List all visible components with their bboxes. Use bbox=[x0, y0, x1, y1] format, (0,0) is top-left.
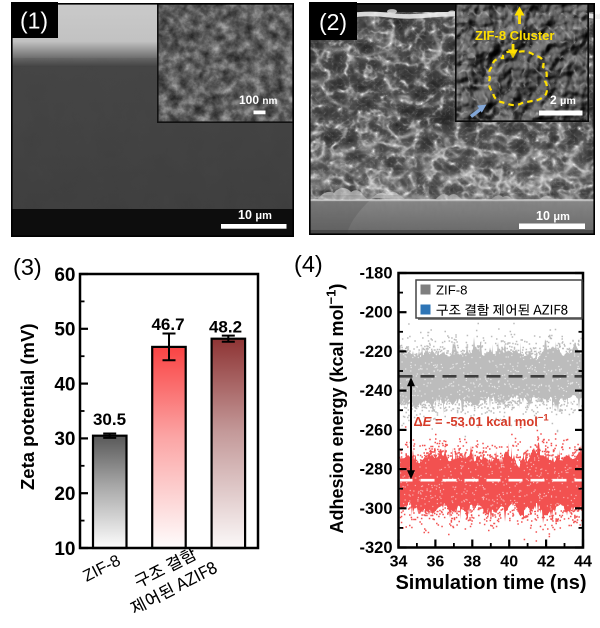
svg-text:(1): (1) bbox=[20, 8, 48, 34]
svg-text:-260: -260 bbox=[359, 421, 392, 439]
svg-text:Zeta potential (mV): Zeta potential (mV) bbox=[17, 323, 38, 490]
svg-text:-300: -300 bbox=[359, 500, 392, 518]
svg-text:2 μm: 2 μm bbox=[550, 93, 576, 107]
svg-text:40: 40 bbox=[54, 374, 75, 395]
svg-text:34: 34 bbox=[390, 554, 408, 571]
svg-text:ΔE = -53.01 kcal mol−1: ΔE = -53.01 kcal mol−1 bbox=[414, 413, 550, 430]
svg-text:10 μm: 10 μm bbox=[536, 209, 570, 223]
svg-text:10 μm: 10 μm bbox=[238, 208, 272, 222]
svg-text:60: 60 bbox=[54, 265, 75, 286]
svg-text:46.7: 46.7 bbox=[151, 315, 184, 334]
svg-text:36: 36 bbox=[427, 554, 445, 571]
svg-text:-200: -200 bbox=[359, 304, 392, 322]
svg-text:20: 20 bbox=[54, 484, 75, 505]
svg-text:-240: -240 bbox=[359, 382, 392, 400]
svg-text:38: 38 bbox=[463, 554, 481, 571]
svg-text:Adhesion energy (kcal mol−1): Adhesion energy (kcal mol−1) bbox=[324, 284, 348, 534]
svg-text:-280: -280 bbox=[359, 461, 392, 479]
svg-text:ZIF-8 Cluster: ZIF-8 Cluster bbox=[475, 28, 554, 43]
svg-text:-220: -220 bbox=[359, 343, 392, 361]
svg-text:(3): (3) bbox=[13, 254, 42, 280]
svg-text:40: 40 bbox=[500, 554, 518, 571]
svg-text:42: 42 bbox=[537, 554, 555, 571]
svg-text:ZIF-8: ZIF-8 bbox=[80, 552, 123, 586]
svg-text:Simulation time (ns): Simulation time (ns) bbox=[395, 572, 586, 594]
svg-text:30.5: 30.5 bbox=[93, 410, 126, 429]
svg-text:48.2: 48.2 bbox=[209, 318, 242, 337]
svg-text:100 nm: 100 nm bbox=[239, 93, 277, 107]
svg-text:50: 50 bbox=[54, 320, 75, 341]
svg-text:30: 30 bbox=[54, 429, 75, 450]
svg-text:-180: -180 bbox=[359, 265, 392, 283]
svg-text:(2): (2) bbox=[319, 9, 347, 35]
svg-text:(4): (4) bbox=[294, 251, 323, 277]
svg-text:44: 44 bbox=[574, 554, 592, 571]
svg-text:ZIF-8: ZIF-8 bbox=[436, 283, 468, 298]
svg-text:-320: -320 bbox=[359, 539, 392, 557]
svg-text:10: 10 bbox=[54, 539, 75, 560]
